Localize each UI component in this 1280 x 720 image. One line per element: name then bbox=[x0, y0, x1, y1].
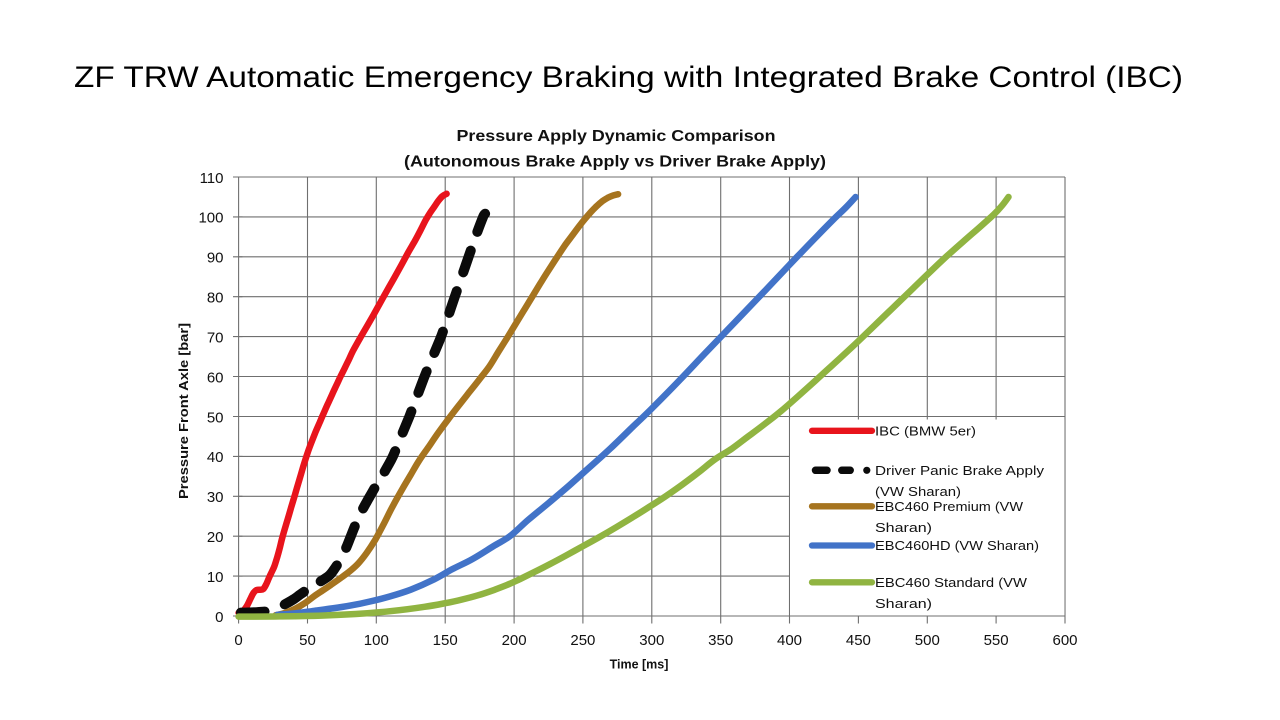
svg-text:350: 350 bbox=[708, 632, 733, 649]
svg-text:200: 200 bbox=[502, 632, 527, 649]
svg-text:50: 50 bbox=[207, 409, 224, 426]
svg-text:Sharan): Sharan) bbox=[875, 520, 932, 535]
svg-text:300: 300 bbox=[639, 632, 664, 649]
svg-text:90: 90 bbox=[207, 250, 224, 267]
svg-text:Pressure Front Axle [bar]: Pressure Front Axle [bar] bbox=[177, 323, 191, 499]
svg-text:400: 400 bbox=[777, 632, 802, 649]
svg-text:100: 100 bbox=[364, 632, 389, 649]
svg-text:600: 600 bbox=[1052, 632, 1077, 649]
svg-text:100: 100 bbox=[198, 210, 223, 227]
svg-text:30: 30 bbox=[207, 489, 224, 506]
svg-text:EBC460 Standard (VW: EBC460 Standard (VW bbox=[875, 575, 1028, 590]
svg-text:IBC (BMW 5er): IBC (BMW 5er) bbox=[875, 423, 976, 438]
svg-text:40: 40 bbox=[207, 449, 224, 466]
svg-text:550: 550 bbox=[984, 632, 1009, 649]
svg-text:EBC460HD (VW Sharan): EBC460HD (VW Sharan) bbox=[875, 538, 1039, 553]
svg-text:Pressure Apply Dynamic Compari: Pressure Apply Dynamic Comparison bbox=[457, 128, 776, 145]
svg-text:0: 0 bbox=[215, 609, 223, 626]
svg-text:ZF TRW Automatic Emergency Bra: ZF TRW Automatic Emergency Braking with … bbox=[74, 61, 1183, 94]
svg-text:500: 500 bbox=[915, 632, 940, 649]
svg-text:450: 450 bbox=[846, 632, 871, 649]
svg-text:150: 150 bbox=[433, 632, 458, 649]
svg-text:250: 250 bbox=[570, 632, 595, 649]
svg-text:10: 10 bbox=[207, 569, 224, 586]
svg-text:(VW Sharan): (VW Sharan) bbox=[875, 484, 961, 499]
svg-text:60: 60 bbox=[207, 369, 224, 386]
svg-text:(Autonomous Brake Apply vs Dri: (Autonomous Brake Apply vs Driver Brake … bbox=[404, 154, 826, 171]
svg-text:80: 80 bbox=[207, 290, 224, 307]
svg-text:Driver Panic Brake Apply: Driver Panic Brake Apply bbox=[875, 463, 1045, 478]
svg-text:Time [ms]: Time [ms] bbox=[610, 658, 669, 672]
svg-text:0: 0 bbox=[234, 632, 242, 649]
svg-text:Sharan): Sharan) bbox=[875, 596, 932, 611]
svg-text:EBC460 Premium (VW: EBC460 Premium (VW bbox=[875, 499, 1024, 514]
svg-text:70: 70 bbox=[207, 329, 224, 346]
svg-text:20: 20 bbox=[207, 529, 224, 546]
svg-text:50: 50 bbox=[299, 632, 316, 649]
svg-text:110: 110 bbox=[200, 170, 224, 187]
